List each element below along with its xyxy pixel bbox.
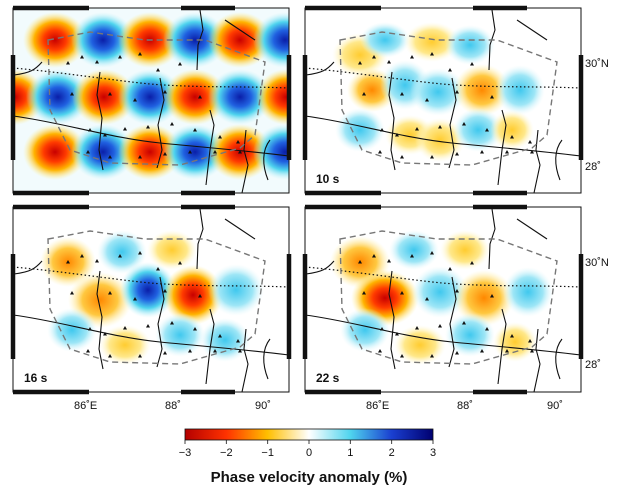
- colorbar-title: Phase velocity anomaly (%): [211, 469, 408, 486]
- station-markers: [358, 251, 534, 358]
- colorbar-tick: 0: [306, 447, 312, 459]
- colorbar-tick: −1: [261, 447, 274, 459]
- colorbar-tick: 1: [347, 447, 353, 459]
- latitude-labels: 30˚N 28˚ 30˚N 28˚: [585, 58, 609, 371]
- lon-label-88: 88˚: [165, 400, 181, 412]
- map-frame: [10, 204, 292, 395]
- lon-label-86e: 86˚E: [366, 400, 389, 412]
- colorbar-tick: −3: [179, 447, 192, 459]
- period-label: 16 s: [24, 371, 48, 385]
- map-frame: [302, 5, 584, 196]
- anomaly-field: [305, 207, 581, 392]
- colorbar-tick: 2: [389, 447, 395, 459]
- colorbar-gradient: [184, 428, 434, 441]
- panel-16s: 16 s: [10, 204, 292, 395]
- longitude-labels-right: 86˚E 88˚ 90˚: [366, 400, 563, 412]
- station-markers: [358, 52, 534, 159]
- anomaly-field: [13, 8, 289, 193]
- colorbar-tick: 3: [430, 447, 436, 459]
- map-frame: [302, 204, 584, 395]
- period-label: 10 s: [316, 172, 340, 186]
- anomaly-field: [13, 207, 289, 392]
- station-markers: [66, 52, 242, 159]
- panel-10s: 10 s: [302, 5, 584, 196]
- lon-label-86e: 86˚E: [74, 400, 97, 412]
- panel-checkerboard: [10, 5, 292, 196]
- lat-label-28-bottom: 28˚: [585, 359, 601, 371]
- lat-label-28-top: 28˚: [585, 161, 601, 173]
- map-frame: [10, 5, 292, 196]
- lon-label-88: 88˚: [457, 400, 473, 412]
- lon-label-90: 90˚: [255, 400, 271, 412]
- anomaly-field: [305, 8, 581, 193]
- panel-22s: 22 s: [302, 204, 584, 395]
- lat-label-30n-bottom: 30˚N: [585, 257, 609, 269]
- colorbar-tick: −2: [220, 447, 233, 459]
- period-label: 22 s: [316, 371, 340, 385]
- station-markers: [66, 251, 242, 358]
- colorbar: −3 −2 −1 0 1 2 3 Phase velocity anomaly …: [179, 428, 436, 486]
- lat-label-30n-top: 30˚N: [585, 58, 609, 70]
- longitude-labels-left: 86˚E 88˚ 90˚: [74, 400, 271, 412]
- lon-label-90: 90˚: [547, 400, 563, 412]
